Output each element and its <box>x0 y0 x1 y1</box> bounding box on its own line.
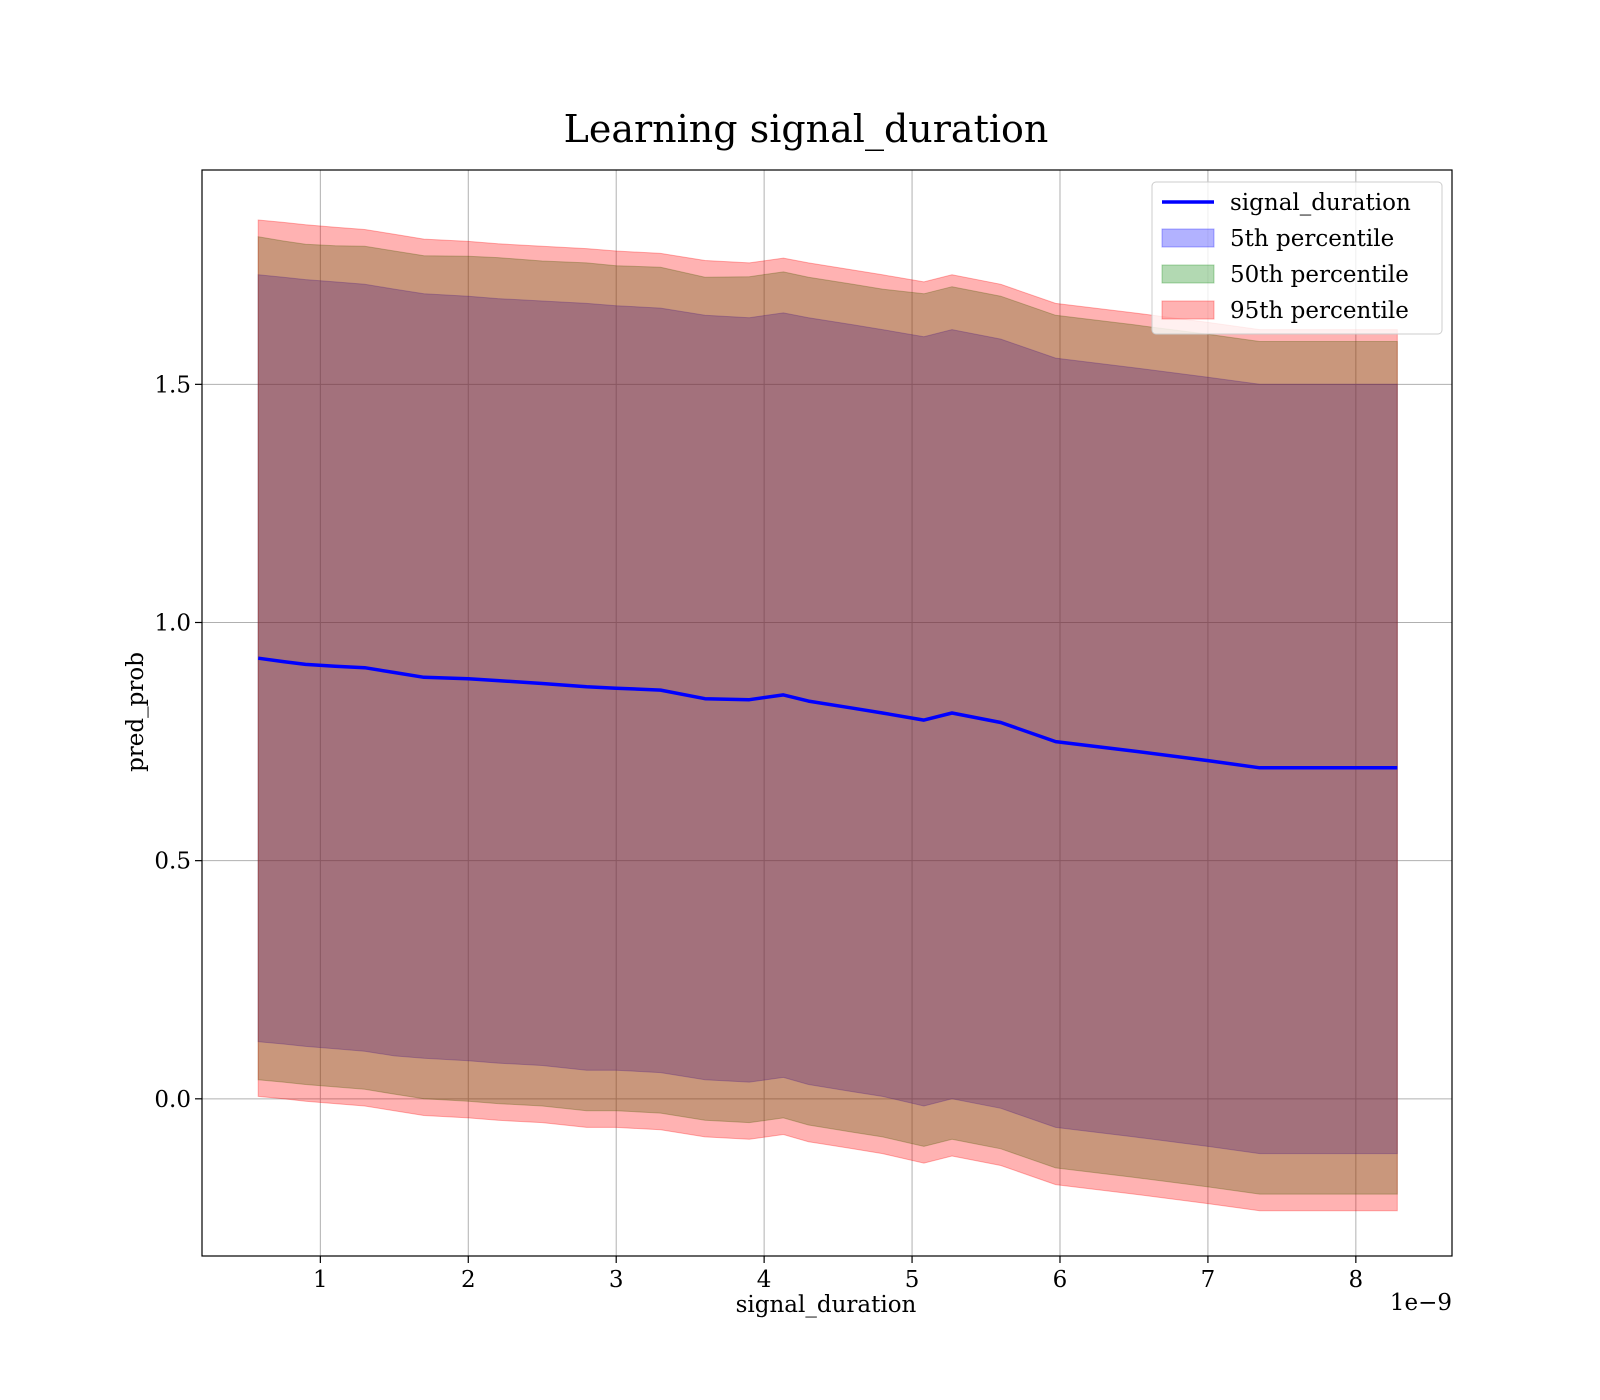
band-5th-percentile <box>257 274 1398 1155</box>
legend-swatch <box>1161 300 1215 320</box>
y-tick-label: 0.5 <box>154 849 191 875</box>
chart-title: Learning signal_duration <box>564 107 1049 152</box>
x-axis-offset-label: 1e−9 <box>1390 1290 1452 1316</box>
legend-label: 50th percentile <box>1230 262 1409 288</box>
y-tick-label: 0.0 <box>154 1087 191 1113</box>
band-95th-percentile <box>257 219 1398 1212</box>
x-tick-label: 7 <box>1201 1267 1216 1293</box>
x-tick-label: 4 <box>757 1267 772 1293</box>
plot-frame <box>201 169 1453 1257</box>
x-tick-label: 3 <box>609 1267 624 1293</box>
legend-label: signal_duration <box>1230 190 1411 216</box>
grid <box>202 170 1452 1256</box>
lines <box>257 656 1398 770</box>
bands <box>257 219 1398 1212</box>
legend-swatch <box>1161 228 1215 248</box>
legend-swatch <box>1161 264 1215 284</box>
legend-label: 5th percentile <box>1230 226 1394 252</box>
legend-label: 95th percentile <box>1230 298 1409 324</box>
y-tick-label: 1.0 <box>154 611 191 637</box>
y-axis: 0.0 0.5 1.0 1.5 <box>154 372 202 1113</box>
x-axis: 1 2 3 4 5 6 7 8 <box>313 1256 1363 1293</box>
x-axis-label: signal_duration <box>736 1292 917 1318</box>
x-tick-label: 1 <box>313 1267 328 1293</box>
y-tick-label: 1.5 <box>154 372 191 398</box>
x-tick-label: 2 <box>461 1267 476 1293</box>
legend-box <box>1151 181 1443 335</box>
legend: signal_duration 5th percentile 50th percen… <box>1151 181 1443 335</box>
y-axis-label: pred_prob <box>123 652 149 772</box>
x-tick-label: 6 <box>1053 1267 1068 1293</box>
x-tick-label: 5 <box>905 1267 920 1293</box>
series-line-signal-duration <box>257 656 1398 770</box>
band-50th-percentile <box>257 236 1398 1195</box>
x-tick-label: 8 <box>1349 1267 1364 1293</box>
